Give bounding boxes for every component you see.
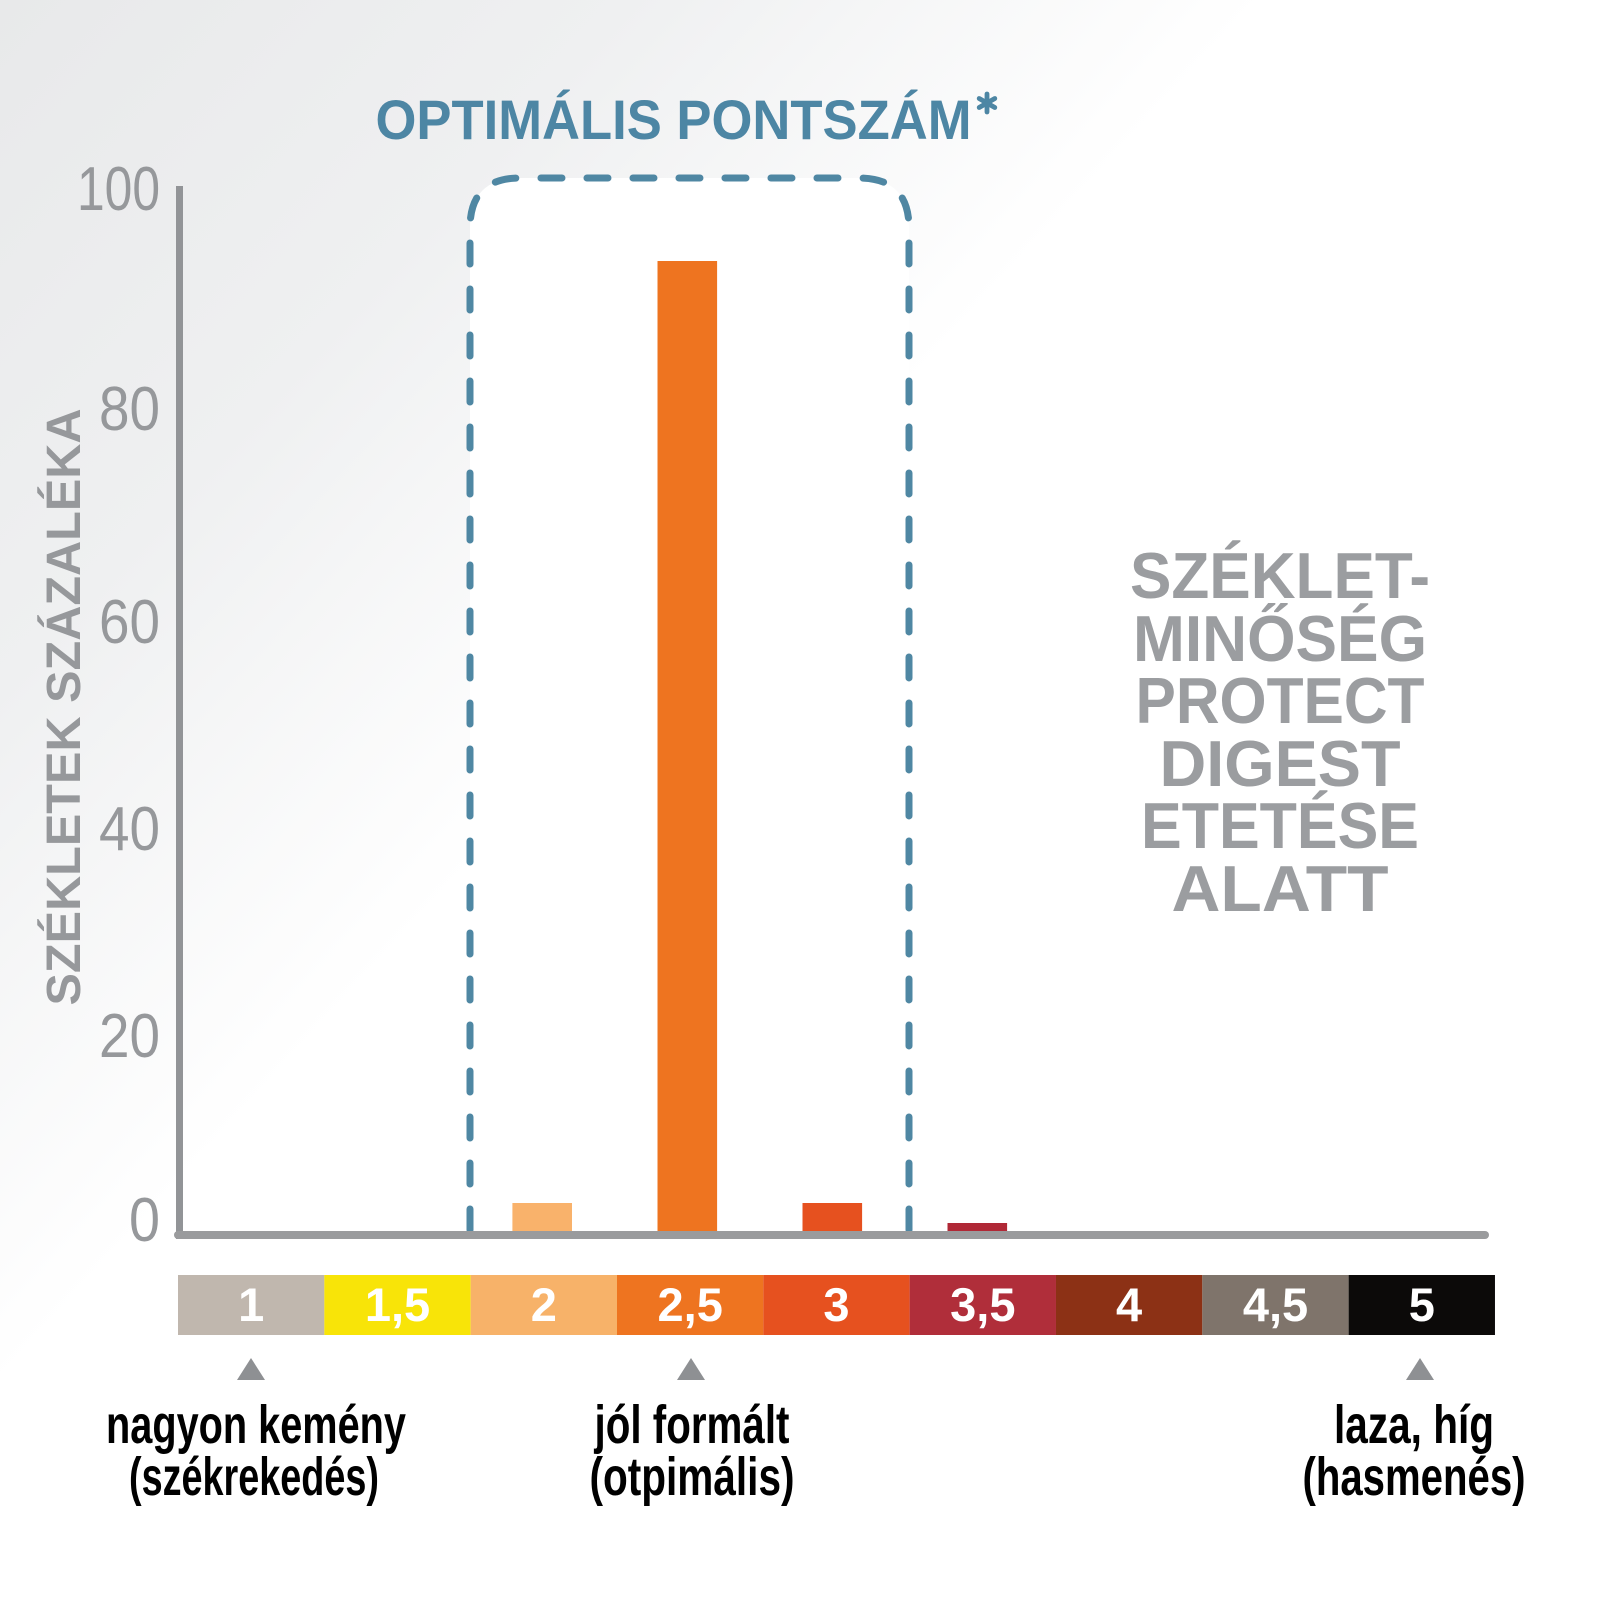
svg-text:100: 100 — [77, 155, 160, 224]
svg-text:20: 20 — [99, 1002, 160, 1071]
svg-text:jól formált: jól formált — [594, 1395, 790, 1455]
svg-text:3: 3 — [823, 1278, 849, 1331]
svg-text:80: 80 — [99, 375, 160, 444]
svg-text:SZÉKLET-: SZÉKLET- — [1130, 539, 1430, 612]
svg-text:4: 4 — [1116, 1278, 1142, 1331]
svg-text:(otpimális): (otpimális) — [590, 1447, 795, 1507]
svg-text:5: 5 — [1409, 1278, 1435, 1331]
svg-text:60: 60 — [99, 588, 160, 657]
svg-text:(hasmenés): (hasmenés) — [1303, 1447, 1526, 1507]
svg-text:3,5: 3,5 — [950, 1278, 1015, 1331]
svg-text:MINŐSÉG: MINŐSÉG — [1133, 602, 1427, 675]
svg-text:4,5: 4,5 — [1243, 1278, 1308, 1331]
svg-text:(székrekedés): (székrekedés) — [129, 1447, 379, 1507]
svg-text:nagyon kemény: nagyon kemény — [106, 1395, 406, 1455]
svg-text:PROTECT: PROTECT — [1136, 664, 1425, 737]
svg-text:ALATT: ALATT — [1172, 852, 1389, 925]
svg-text:ETETÉSE: ETETÉSE — [1141, 789, 1419, 862]
svg-text:0: 0 — [129, 1186, 160, 1255]
svg-text:1,5: 1,5 — [365, 1278, 430, 1331]
svg-text:1: 1 — [238, 1278, 264, 1331]
svg-text:DIGEST: DIGEST — [1160, 727, 1401, 800]
svg-text:laza, híg: laza, híg — [1334, 1395, 1494, 1455]
svg-text:40: 40 — [99, 795, 160, 864]
svg-text:2: 2 — [531, 1278, 557, 1331]
svg-text:2,5: 2,5 — [658, 1278, 723, 1331]
svg-text:SZÉKLETEK SZÁZALÉKA: SZÉKLETEK SZÁZALÉKA — [37, 409, 91, 1006]
svg-text:OPTIMÁLIS PONTSZÁM: OPTIMÁLIS PONTSZÁM — [376, 89, 972, 151]
